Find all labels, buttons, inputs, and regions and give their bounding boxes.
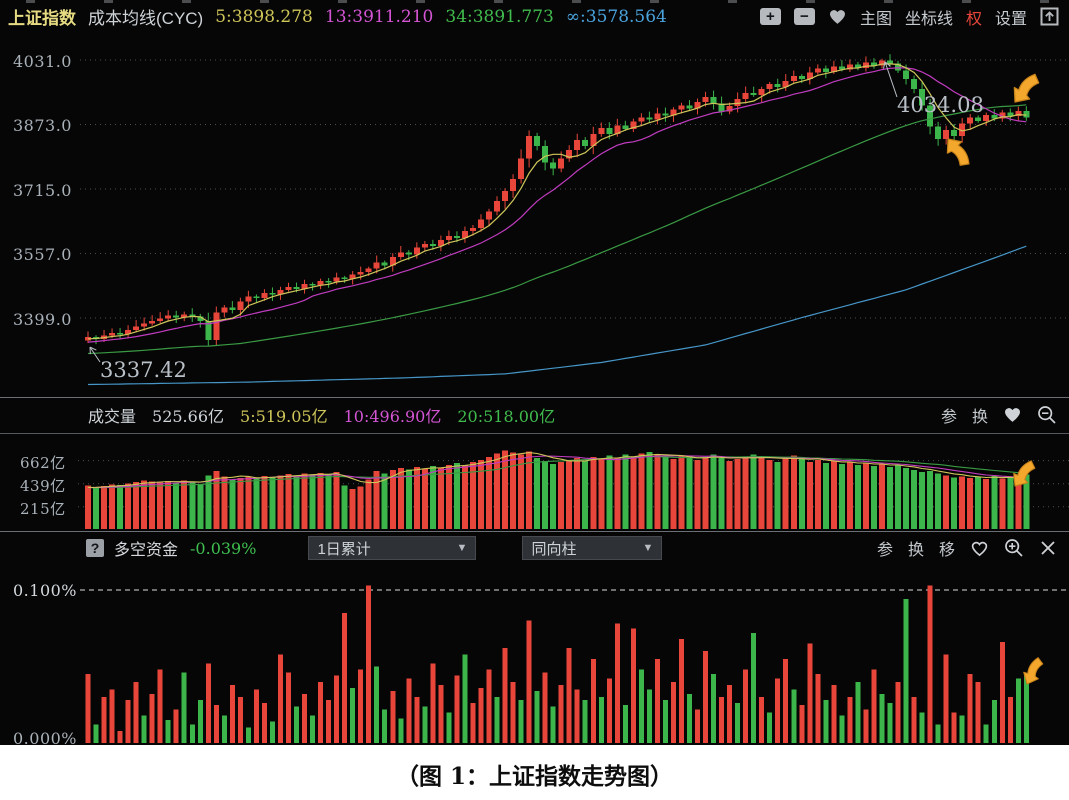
volume-ma10: 10:496.90亿 xyxy=(343,406,442,426)
volume-ytick-3: 215亿 xyxy=(20,500,66,518)
indicator-name[interactable]: 成本均线(CYC) xyxy=(88,9,204,28)
top-ruler-ticks xyxy=(0,0,1069,3)
figure-caption: （图 1：上证指数走势图） xyxy=(0,745,1069,800)
fund-bars xyxy=(85,585,1029,743)
main-ytick-2: 3873.0 xyxy=(13,116,72,135)
volume-ma5: 5:519.05亿 xyxy=(240,406,328,426)
fund-ytick-2: 0.000% xyxy=(13,729,78,745)
chevron-down-icon: ▼ xyxy=(642,542,654,554)
highlight-arrow xyxy=(1013,73,1040,103)
cyc-inf-value: ∞:3578.564 xyxy=(565,6,667,27)
help-icon[interactable]: ? xyxy=(86,539,104,557)
main-chart-header: 上证指数 成本均线(CYC) 5:3898.278 13:3911.210 34… xyxy=(0,3,1069,30)
zoom-out-magnifier-icon[interactable] xyxy=(1037,405,1057,425)
fund-toolbar: 参 换 移 xyxy=(877,536,1057,560)
plus-icon: + xyxy=(766,8,775,25)
candlestick-series xyxy=(85,54,1030,346)
volume-current: 525.66亿 xyxy=(152,406,225,426)
menu-rights-adjust[interactable]: 权 xyxy=(965,10,982,28)
fund-value: -0.039% xyxy=(190,538,257,558)
symbol-name[interactable]: 上证指数 xyxy=(8,9,76,28)
fund-tool-params[interactable]: 参 xyxy=(876,542,893,559)
fund-title[interactable]: 多空资金 xyxy=(114,542,179,559)
volume-ma-lines xyxy=(87,452,1027,489)
volume-ma20: 20:518.00亿 xyxy=(457,406,556,426)
volume-toolbar: 参 换 xyxy=(941,403,1057,427)
volume-tool-switch[interactable]: 换 xyxy=(971,408,988,426)
highlight-arrow xyxy=(1023,657,1044,685)
trading-app-window: 4034.08 3337.42 上证指数 成本均线(CYC) 5:3898.278… xyxy=(0,0,1069,745)
svg-text:4034.08: 4034.08 xyxy=(897,93,984,117)
accumulation-dropdown-value: 1日累计 xyxy=(317,540,371,558)
fund-ytick-1: 0.100% xyxy=(13,581,78,600)
fund-panel-header: ? 多空资金 -0.039% 1日累计 ▼ 同向柱 ▼ 参 换 移 xyxy=(0,534,1069,562)
zoom-out-button[interactable]: − xyxy=(793,8,815,25)
accumulation-dropdown[interactable]: 1日累计 ▼ xyxy=(308,536,477,560)
main-ytick-4: 3557.0 xyxy=(13,245,72,264)
fund-tool-switch[interactable]: 换 xyxy=(907,542,924,559)
highlight-arrow xyxy=(946,138,970,166)
annotations: 4034.08 3337.42 xyxy=(89,61,1044,685)
menu-axis-lines[interactable]: 坐标线 xyxy=(904,10,953,28)
main-ytick-5: 3399.0 xyxy=(13,310,72,329)
ma-lines xyxy=(87,63,1027,386)
minus-icon: − xyxy=(800,8,809,25)
cyc5-value: 5:3898.278 xyxy=(215,6,313,27)
collapse-up-icon[interactable] xyxy=(1040,7,1059,26)
volume-tool-params[interactable]: 参 xyxy=(940,408,957,426)
favorite-heart-icon[interactable] xyxy=(828,8,847,25)
svg-text:3337.42: 3337.42 xyxy=(100,358,187,382)
cyc13-value: 13:3911.210 xyxy=(324,6,434,27)
header-toolbar: + − 主图 坐标线 权 设置 xyxy=(759,5,1059,29)
favorite-heart-icon[interactable] xyxy=(1003,406,1022,423)
chevron-down-icon: ▼ xyxy=(456,542,468,554)
menu-main-chart[interactable]: 主图 xyxy=(859,10,892,28)
volume-bars xyxy=(85,450,1030,529)
bar-style-dropdown-value: 同向柱 xyxy=(531,540,577,558)
highlight-arrow xyxy=(1013,460,1036,487)
volume-ytick-2: 439亿 xyxy=(20,477,66,495)
volume-panel-header: 成交量 525.66亿 5:519.05亿 10:496.90亿 20:518.… xyxy=(0,401,1069,428)
volume-ytick-1: 662亿 xyxy=(20,454,66,472)
favorite-heart-outline-icon[interactable] xyxy=(970,540,989,557)
zoom-in-magnifier-icon[interactable] xyxy=(1004,538,1024,558)
zoom-in-button[interactable]: + xyxy=(759,8,781,25)
main-ytick-1: 4031.0 xyxy=(13,52,72,71)
chart-canvas[interactable]: 4034.08 3337.42 xyxy=(0,0,1069,745)
bar-style-dropdown[interactable]: 同向柱 ▼ xyxy=(522,536,663,560)
volume-title[interactable]: 成交量 xyxy=(88,408,137,426)
menu-settings[interactable]: 设置 xyxy=(994,10,1027,28)
fund-tool-move[interactable]: 移 xyxy=(938,542,955,559)
close-icon[interactable] xyxy=(1039,539,1057,557)
main-ytick-3: 3715.0 xyxy=(13,181,72,200)
cyc34-value: 34:3891.773 xyxy=(445,6,554,27)
